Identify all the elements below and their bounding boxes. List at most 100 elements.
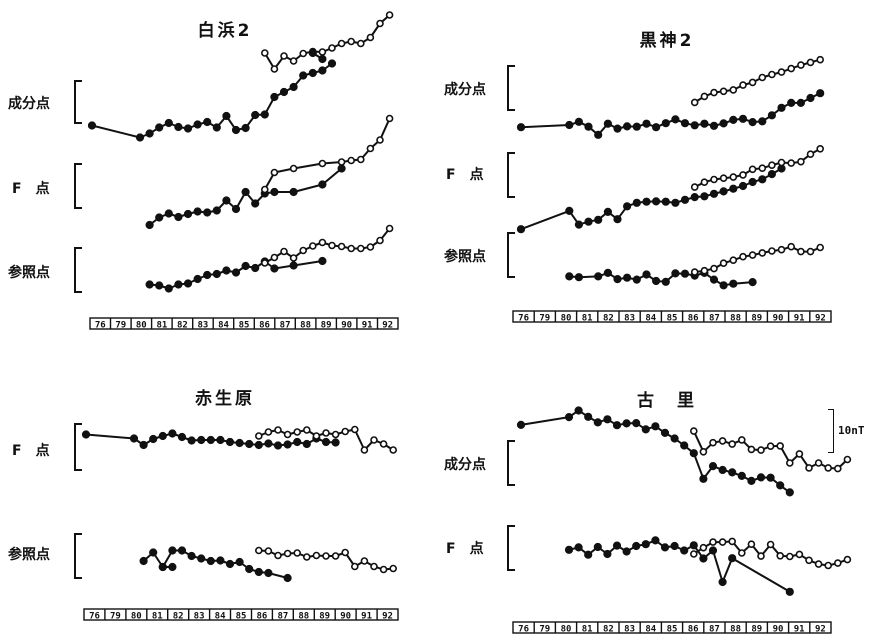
data-point-filled — [516, 420, 526, 430]
data-point-filled — [806, 93, 815, 103]
data-point-filled — [729, 115, 738, 124]
data-point-filled — [245, 564, 254, 574]
data-point-filled — [603, 119, 613, 128]
data-point-open — [833, 559, 842, 567]
data-point-filled — [308, 48, 317, 58]
row-bracket — [74, 163, 82, 209]
data-point-filled — [708, 546, 718, 555]
data-point-filled — [632, 541, 641, 551]
data-point-open — [389, 564, 398, 573]
data-point-open — [816, 243, 825, 252]
data-point-open — [719, 87, 728, 96]
data-point-open — [299, 246, 308, 255]
year-tick-label: 84 — [645, 313, 656, 323]
data-point-filled — [289, 261, 298, 270]
data-point-open — [729, 256, 738, 265]
data-point-filled — [174, 280, 183, 289]
data-point-filled — [145, 280, 154, 289]
data-point-open — [322, 552, 330, 560]
data-point-filled — [708, 462, 718, 471]
data-point-filled — [331, 438, 340, 447]
year-tick-label: 86 — [256, 611, 267, 621]
year-axis-box — [89, 317, 399, 330]
year-tick-label: 79 — [115, 320, 126, 330]
row-label: 成分点 — [444, 82, 486, 98]
data-point-open — [337, 242, 346, 251]
data-point-filled — [264, 439, 273, 448]
data-point-filled — [594, 130, 603, 139]
year-axis-box — [83, 608, 399, 621]
series-line — [263, 14, 391, 70]
data-point-filled — [245, 439, 254, 449]
data-point-open — [843, 455, 852, 464]
data-point-filled — [718, 465, 727, 475]
data-point-filled — [155, 123, 164, 132]
row-bracket — [74, 247, 82, 293]
data-point-open — [843, 555, 852, 564]
data-point-filled — [251, 263, 260, 273]
data-point-open — [289, 254, 298, 262]
scale-bar — [828, 409, 834, 453]
data-point-filled — [603, 549, 612, 559]
data-point-filled — [670, 541, 679, 551]
data-point-filled — [680, 119, 690, 128]
data-point-open — [270, 168, 279, 177]
data-point-filled — [216, 556, 225, 565]
data-point-filled — [613, 124, 622, 133]
data-point-filled — [235, 438, 244, 448]
data-point-open — [280, 247, 288, 256]
data-point-filled — [594, 272, 603, 281]
data-point-open — [816, 55, 825, 64]
data-point-filled — [680, 441, 689, 450]
row-bracket — [507, 440, 515, 486]
row-label: F 点 — [12, 181, 50, 197]
year-tick-label: 87 — [709, 624, 720, 634]
data-point-filled — [251, 110, 260, 120]
data-point-open — [264, 428, 273, 436]
data-point-filled — [642, 270, 651, 279]
data-point-filled — [651, 276, 661, 286]
data-point-filled — [254, 567, 263, 577]
year-tick-label: 79 — [539, 313, 550, 323]
data-point-filled — [155, 213, 164, 222]
data-point-open — [787, 242, 796, 251]
data-point-open — [785, 552, 794, 561]
year-tick-label: 90 — [341, 320, 352, 330]
data-point-open — [768, 247, 776, 255]
data-point-filled — [603, 207, 613, 216]
data-point-filled — [222, 111, 231, 121]
data-point-open — [719, 174, 728, 182]
data-point-open — [768, 161, 776, 169]
data-point-filled — [302, 439, 311, 449]
data-point-filled — [222, 196, 231, 205]
data-point-open — [366, 144, 375, 153]
data-point-open — [347, 37, 356, 46]
data-point-filled — [212, 123, 221, 132]
data-point-open — [280, 52, 288, 60]
data-point-filled — [584, 122, 593, 131]
data-point-open — [710, 175, 718, 184]
data-point-open — [283, 430, 292, 439]
year-tick-label: 88 — [730, 313, 741, 323]
data-point-open — [700, 178, 709, 186]
data-point-open — [797, 157, 805, 166]
data-point-filled — [767, 111, 777, 120]
data-point-filled — [700, 192, 709, 201]
data-point-filled — [337, 164, 346, 173]
data-point-filled — [574, 543, 583, 552]
data-point-open — [302, 426, 311, 434]
data-point-open — [728, 440, 737, 448]
year-tick-label: 84 — [645, 624, 656, 634]
data-point-open — [824, 464, 833, 472]
data-point-filled — [164, 284, 173, 293]
data-point-filled — [139, 556, 148, 566]
data-point-filled — [168, 429, 177, 438]
data-point-open — [748, 165, 757, 174]
year-tick-label: 82 — [603, 624, 614, 634]
data-point-open — [385, 114, 394, 123]
data-point-open — [264, 547, 273, 555]
data-point-open — [766, 540, 775, 549]
year-tick-label: 87 — [280, 320, 291, 330]
data-point-open — [795, 450, 804, 458]
